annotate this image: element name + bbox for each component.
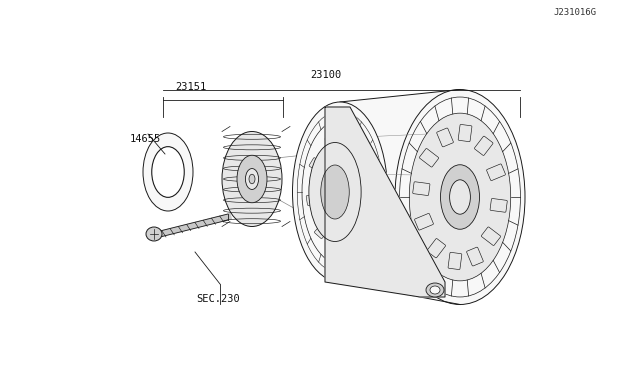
Ellipse shape: [395, 90, 525, 305]
FancyBboxPatch shape: [448, 252, 462, 270]
FancyBboxPatch shape: [486, 164, 506, 180]
Ellipse shape: [152, 147, 184, 198]
FancyBboxPatch shape: [467, 247, 483, 266]
FancyBboxPatch shape: [474, 136, 493, 155]
FancyBboxPatch shape: [334, 238, 344, 250]
Ellipse shape: [292, 102, 387, 282]
FancyBboxPatch shape: [427, 238, 445, 258]
Text: 23151: 23151: [175, 82, 206, 92]
Ellipse shape: [321, 165, 349, 219]
Text: 14655: 14655: [130, 134, 161, 144]
Ellipse shape: [249, 174, 255, 184]
Ellipse shape: [325, 163, 355, 221]
Text: 23100: 23100: [310, 70, 341, 80]
FancyBboxPatch shape: [309, 158, 324, 172]
Ellipse shape: [309, 142, 361, 241]
FancyBboxPatch shape: [344, 136, 356, 151]
FancyBboxPatch shape: [458, 125, 472, 142]
FancyBboxPatch shape: [314, 224, 329, 238]
Ellipse shape: [440, 165, 479, 229]
Ellipse shape: [222, 131, 282, 227]
Ellipse shape: [146, 227, 162, 241]
Ellipse shape: [245, 169, 259, 189]
FancyBboxPatch shape: [436, 128, 453, 147]
FancyBboxPatch shape: [490, 199, 508, 212]
Ellipse shape: [449, 180, 470, 214]
FancyBboxPatch shape: [357, 160, 372, 174]
Ellipse shape: [237, 155, 267, 203]
FancyBboxPatch shape: [350, 225, 364, 240]
Text: J231016G: J231016G: [553, 8, 596, 17]
FancyBboxPatch shape: [360, 196, 374, 208]
Polygon shape: [340, 90, 460, 305]
Ellipse shape: [410, 113, 511, 281]
FancyBboxPatch shape: [413, 182, 430, 196]
Ellipse shape: [430, 286, 440, 294]
Text: SEC.230: SEC.230: [196, 294, 240, 304]
FancyBboxPatch shape: [415, 214, 433, 230]
Ellipse shape: [426, 283, 444, 297]
Ellipse shape: [143, 133, 193, 211]
FancyBboxPatch shape: [306, 194, 319, 205]
FancyBboxPatch shape: [481, 227, 500, 246]
Polygon shape: [325, 107, 445, 297]
FancyBboxPatch shape: [325, 135, 338, 150]
Ellipse shape: [332, 177, 348, 207]
FancyBboxPatch shape: [419, 148, 438, 167]
